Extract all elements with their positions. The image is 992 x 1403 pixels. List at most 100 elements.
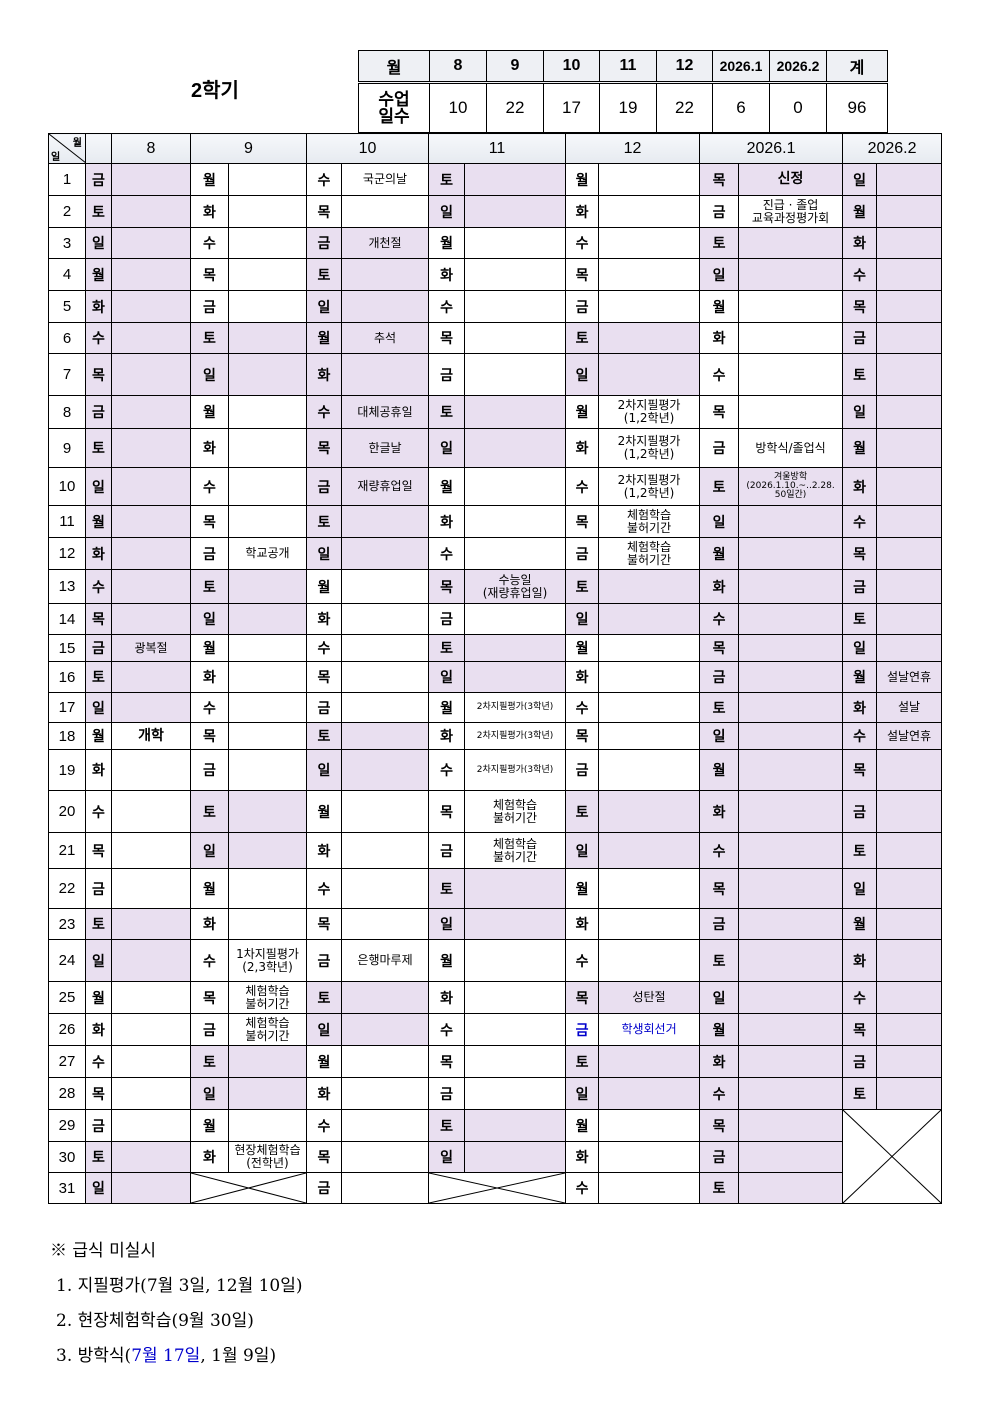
weekday-cell: 금 — [699, 195, 740, 228]
event-cell — [228, 467, 307, 506]
event-cell — [738, 290, 844, 323]
weekday-cell: 금 — [428, 353, 466, 396]
event-cell: 2차지필평가 (1,2학년) — [598, 395, 701, 429]
weekday-cell: 일 — [190, 603, 229, 635]
event-cell — [598, 832, 701, 869]
event-cell — [598, 692, 701, 723]
weekday-cell: 금 — [85, 634, 112, 662]
summary-month-3: 10 — [543, 50, 600, 84]
event-cell — [738, 749, 844, 791]
event-cell — [111, 163, 191, 196]
event-cell — [464, 1077, 567, 1110]
weekday-cell: 수 — [190, 939, 229, 982]
calendar-row: 16 토 화 목 일 화 금 월 설날연휴 — [48, 661, 943, 693]
event-cell: 재량휴업일 — [340, 467, 430, 506]
weekday-cell: 금 — [428, 603, 466, 635]
event-cell — [111, 749, 191, 791]
event-cell — [464, 395, 567, 429]
weekday-cell: 금 — [190, 537, 229, 570]
weekday-cell: 토 — [190, 322, 229, 354]
weekday-cell: 월 — [190, 395, 229, 429]
event-cell — [464, 1109, 567, 1142]
event-cell — [598, 661, 701, 693]
event-cell — [340, 981, 430, 1014]
weekday-cell: 화 — [699, 790, 740, 833]
event-cell — [340, 692, 430, 723]
weekday-cell: 수 — [428, 290, 466, 323]
weekday-cell: 수 — [565, 227, 600, 259]
header-month-12: 12 — [565, 133, 701, 164]
day-number: 11 — [48, 505, 86, 538]
event-cell — [228, 322, 307, 354]
day-number: 5 — [48, 290, 86, 323]
event-cell — [228, 692, 307, 723]
summary-month-6: 2026.1 — [712, 50, 770, 84]
calendar-row: 8 금 월 수 대체공휴일 토 월 2차지필평가 (1,2학년) 목 일 — [48, 395, 943, 429]
weekday-cell: 금 — [306, 1172, 342, 1204]
day-number: 24 — [48, 939, 86, 982]
weekday-cell: 월 — [190, 1109, 229, 1142]
weekday-cell: 목 — [842, 537, 878, 570]
event-cell — [738, 1045, 844, 1078]
event-cell — [598, 1077, 701, 1110]
event-cell — [738, 537, 844, 570]
event-cell — [876, 290, 943, 323]
weekday-cell: 목 — [565, 722, 600, 750]
event-cell — [340, 195, 430, 228]
event-cell: 2차지필평가(3학년) — [464, 722, 567, 750]
event-cell — [464, 537, 567, 570]
weekday-cell: 토 — [85, 908, 112, 940]
event-cell — [464, 603, 567, 635]
weekday-cell: 목 — [306, 908, 342, 940]
event-cell — [340, 1045, 430, 1078]
summary-month-4: 11 — [599, 50, 657, 84]
weekday-cell: 목 — [699, 1109, 740, 1142]
event-cell — [340, 634, 430, 662]
day-number: 22 — [48, 868, 86, 909]
weekday-cell: 일 — [190, 353, 229, 396]
cross-mark — [429, 1173, 565, 1203]
note-item-3: 3. 방학식(7월 17일, 1월 9일) — [56, 1346, 277, 1366]
summary-total: 96 — [826, 82, 888, 133]
event-cell — [228, 505, 307, 538]
weekday-cell: 금 — [699, 1141, 740, 1173]
event-cell — [598, 353, 701, 396]
calendar-row: 10 일 수 금 재량휴업일 월 수 2차지필평가 (1,2학년) 토 겨울방학 (2026.1.… — [48, 467, 943, 506]
weekday-cell: 일 — [306, 1013, 342, 1046]
weekday-cell: 화 — [842, 939, 878, 982]
event-cell — [598, 1141, 701, 1173]
event-cell — [111, 1045, 191, 1078]
event-cell — [111, 908, 191, 940]
weekday-cell: 수 — [85, 569, 112, 604]
weekday-cell: 금 — [85, 163, 112, 196]
weekday-cell: 수 — [190, 227, 229, 259]
event-cell — [111, 692, 191, 723]
event-cell — [340, 258, 430, 291]
event-cell — [111, 428, 191, 468]
day-number: 3 — [48, 227, 86, 259]
event-cell — [738, 1172, 844, 1204]
calendar-row: 11 월 목 토 화 목 체험학습 불허기간 일 수 — [48, 505, 943, 538]
weekday-cell: 월 — [190, 163, 229, 196]
calendar-row: 29 금 월 수 토 월 목 — [48, 1109, 943, 1204]
event-cell — [464, 1045, 567, 1078]
event-cell — [228, 832, 307, 869]
event-cell: 광복절 — [111, 634, 191, 662]
weekday-cell: 토 — [190, 790, 229, 833]
weekday-cell: 수 — [842, 258, 878, 291]
event-cell — [738, 939, 844, 982]
event-cell: 2차지필평가(3학년) — [464, 749, 567, 791]
calendar-row: 22 금 월 수 토 월 목 일 — [48, 868, 943, 909]
weekday-cell: 수 — [85, 790, 112, 833]
weekday-cell: 목 — [306, 428, 342, 468]
event-cell — [111, 661, 191, 693]
event-cell: 학생회선거 — [598, 1013, 701, 1046]
weekday-cell: 화 — [565, 1141, 600, 1173]
cross-mark — [843, 1110, 941, 1203]
weekday-cell: 월 — [699, 749, 740, 791]
weekday-cell: 일 — [306, 537, 342, 570]
weekday-cell: 목 — [428, 790, 466, 833]
weekday-cell: 금 — [565, 749, 600, 791]
weekday-cell: 일 — [699, 981, 740, 1014]
